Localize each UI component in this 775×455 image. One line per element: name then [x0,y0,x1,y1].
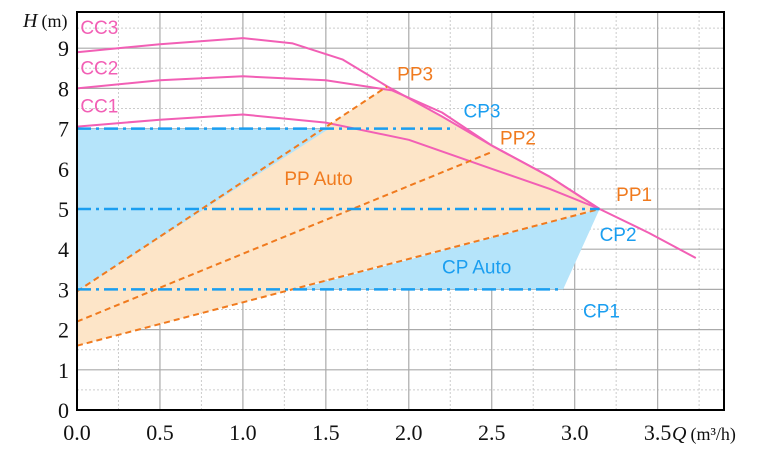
pp2-label: PP2 [500,129,536,150]
y-tick-label: 9 [58,36,69,61]
y-tick-label: 3 [58,277,69,302]
x-axis-label: Q (m³/h) [672,423,736,445]
x-tick-label: 1.0 [229,420,257,445]
y-tick-label: 7 [58,117,69,142]
pp1-label: PP1 [616,185,652,206]
series-lines [76,37,697,347]
x-tick-label: 3.5 [644,420,672,445]
cp1-label: CP1 [583,302,620,323]
x-tick-labels: 0.0 0.5 1.0 1.5 2.0 2.5 3.0 3.5 [63,420,671,445]
cc3-label: CC3 [80,18,118,39]
y-tick-label: 1 [58,358,69,383]
pp-auto-label: PP Auto [284,169,352,190]
plot-frame [76,11,725,411]
pp3-label: PP3 [397,64,433,85]
cp2-label: CP2 [600,225,637,246]
x-tick-label: 1.5 [312,420,340,445]
y-axis-label: H (m) [22,10,67,32]
cc2-label: CC2 [80,58,118,79]
x-tick-label: 2.0 [395,420,423,445]
x-tick-label: 0.5 [146,420,174,445]
pp3-line [76,85,388,293]
cc3-line [76,37,697,259]
pp2-line [76,151,491,323]
cc2-line [76,75,601,210]
cp-auto-label: CP Auto [442,257,511,278]
x-tick-label: 0.0 [63,420,91,445]
cc1-label: CC1 [80,97,118,118]
y-tick-label: 5 [58,197,69,222]
y-tick-label: 4 [58,237,69,262]
y-tick-labels: 0 1 2 3 4 5 6 7 8 9 [58,36,69,423]
cp3-label: CP3 [464,101,501,122]
pp-auto-region [77,86,600,346]
pp1-line [76,208,600,347]
y-tick-label: 2 [58,318,69,343]
cc1-line [76,113,600,210]
y-tick-label: 6 [58,157,69,182]
y-tick-label: 8 [58,76,69,101]
y-tick-label: 0 [58,398,69,423]
x-tick-label: 3.0 [561,420,589,445]
x-tick-label: 2.5 [478,420,506,445]
series-labels: CC3 CC2 CC1 PP3 PP2 PP1 CP3 CP2 CP1 PP Auto CP Aut… [80,18,652,322]
